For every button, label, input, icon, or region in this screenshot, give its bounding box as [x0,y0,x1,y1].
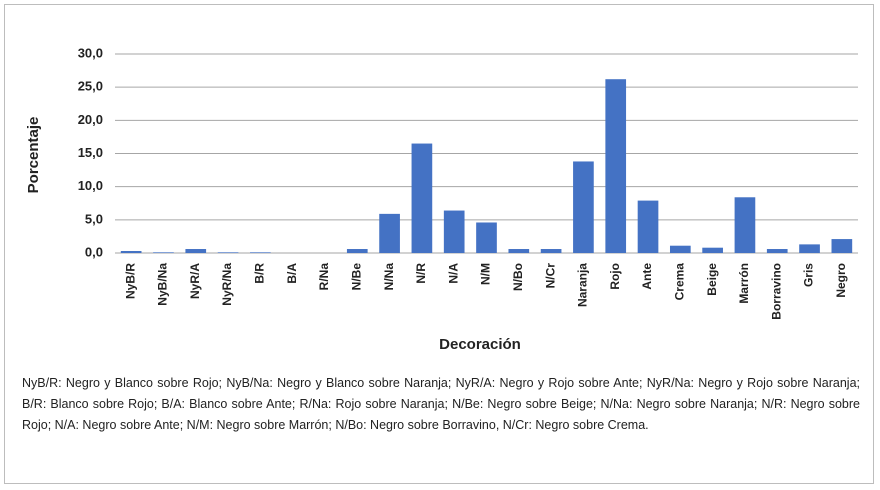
x-axis-label: Decoración [439,336,521,353]
x-tick-label: R/Na [317,263,331,291]
chart: Porcentaje Decoración 0,0 5,0 10,0 15,0 20,0… [25,45,858,353]
bar [540,249,562,253]
x-tick-label: Borravino [769,263,783,320]
bar [250,252,271,253]
bar [831,239,853,253]
x-tick-label: N/R [414,263,428,284]
bar [734,197,756,253]
bar [799,244,820,253]
x-tick-label: N/Na [382,263,396,291]
y-tick-label: 25,0 [78,79,103,94]
y-tick-label: 0,0 [85,244,103,259]
x-tick-label: NyB/R [123,263,137,299]
x-tick-label: N/M [479,263,493,285]
x-tick-label: B/A [285,263,299,284]
bar [702,247,723,253]
bar [153,252,174,253]
bar [605,79,627,253]
bar [573,161,594,253]
x-tick-label: Ante [640,263,654,290]
bar [217,252,239,253]
bar [120,251,142,253]
x-tick-label: NyR/Na [220,263,234,306]
bar [508,249,530,253]
x-tick-label: Marrón [737,263,751,304]
x-tick-label: Crema [672,263,686,301]
y-tick-label: 30,0 [78,45,103,60]
bar [637,200,659,253]
x-tick-label: Naranja [576,263,590,307]
x-tick-label: Negro [834,263,848,298]
x-tick-label: B/R [253,263,267,284]
y-tick-label: 20,0 [78,112,103,127]
bar [379,213,400,253]
bar [766,249,788,253]
bar [346,249,368,253]
y-tick-label: 10,0 [78,178,103,193]
bar [669,245,691,253]
x-tick-label: Beige [705,263,719,296]
bar [411,143,433,253]
x-tick-label: Rojo [608,263,622,290]
bar [443,210,465,253]
y-tick-label: 15,0 [78,145,103,160]
x-tick-label: NyR/A [188,263,202,299]
bar [185,249,207,253]
x-tick-label: N/Bo [511,263,525,291]
y-axis-label: Porcentaje [25,117,42,194]
bar [476,222,497,253]
y-tick-label: 5,0 [85,211,103,226]
x-tick-label: NyB/Na [156,263,170,306]
frame [4,4,874,484]
x-tick-label: N/A [446,263,460,284]
footnote: NyB/R: Negro y Blanco sobre Rojo; NyB/Na… [22,376,860,432]
x-tick-label: Gris [802,263,816,287]
x-tick-label: N/Be [349,263,363,291]
x-tick-label: N/Cr [543,263,557,289]
